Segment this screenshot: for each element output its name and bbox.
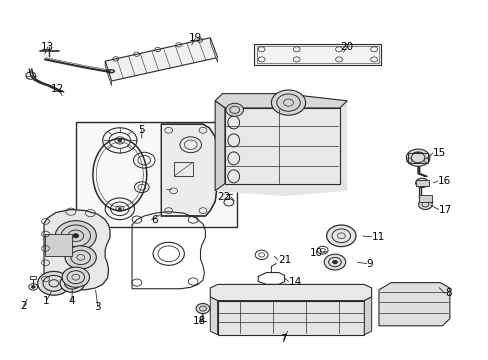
Text: 5: 5: [138, 125, 145, 135]
Bar: [45, 234, 72, 256]
Text: 14: 14: [288, 276, 301, 287]
Circle shape: [196, 303, 209, 314]
Circle shape: [62, 267, 89, 287]
Polygon shape: [215, 94, 346, 196]
Circle shape: [60, 274, 84, 292]
Circle shape: [118, 208, 121, 210]
Text: 19: 19: [188, 33, 202, 43]
Circle shape: [55, 221, 96, 251]
Text: 11: 11: [371, 232, 384, 242]
Text: 15: 15: [432, 148, 445, 158]
Text: 2: 2: [20, 301, 27, 311]
Circle shape: [406, 149, 429, 166]
Bar: [76, 122, 237, 227]
Polygon shape: [217, 301, 364, 335]
Bar: [254, 44, 381, 65]
Text: 16: 16: [437, 176, 450, 186]
Polygon shape: [378, 283, 449, 326]
Circle shape: [31, 285, 35, 288]
Circle shape: [415, 178, 427, 188]
Circle shape: [38, 271, 70, 295]
Text: 18: 18: [192, 316, 206, 326]
Text: 12: 12: [51, 84, 64, 94]
Bar: [415, 180, 428, 186]
Circle shape: [418, 199, 431, 210]
Text: 8: 8: [444, 288, 451, 298]
Polygon shape: [215, 101, 224, 191]
Bar: [407, 153, 427, 163]
Text: 10: 10: [309, 248, 322, 258]
Bar: [30, 276, 36, 279]
Polygon shape: [210, 284, 371, 301]
Text: 20: 20: [340, 42, 353, 52]
Text: 6: 6: [151, 215, 158, 225]
Circle shape: [326, 225, 355, 247]
Polygon shape: [105, 38, 217, 81]
Circle shape: [73, 234, 79, 238]
Polygon shape: [44, 210, 110, 290]
Text: 4: 4: [68, 296, 75, 306]
Circle shape: [271, 90, 305, 115]
Polygon shape: [364, 297, 371, 335]
Circle shape: [332, 260, 337, 264]
Polygon shape: [224, 108, 339, 184]
Polygon shape: [210, 38, 217, 62]
Text: 3: 3: [94, 302, 101, 312]
Polygon shape: [105, 61, 111, 86]
Bar: [418, 195, 431, 202]
Polygon shape: [161, 124, 217, 216]
Circle shape: [225, 103, 243, 116]
Circle shape: [324, 254, 345, 270]
Circle shape: [118, 139, 122, 142]
Text: 17: 17: [438, 204, 451, 215]
Text: 1: 1: [43, 296, 50, 306]
Text: 9: 9: [366, 258, 373, 269]
Text: 21: 21: [277, 255, 290, 265]
Text: 22: 22: [217, 192, 230, 202]
Polygon shape: [215, 94, 346, 108]
Bar: [256, 46, 378, 63]
Circle shape: [65, 246, 96, 269]
Text: 13: 13: [41, 42, 55, 52]
Polygon shape: [210, 297, 217, 335]
Bar: [173, 162, 193, 176]
Text: 7: 7: [280, 334, 286, 344]
